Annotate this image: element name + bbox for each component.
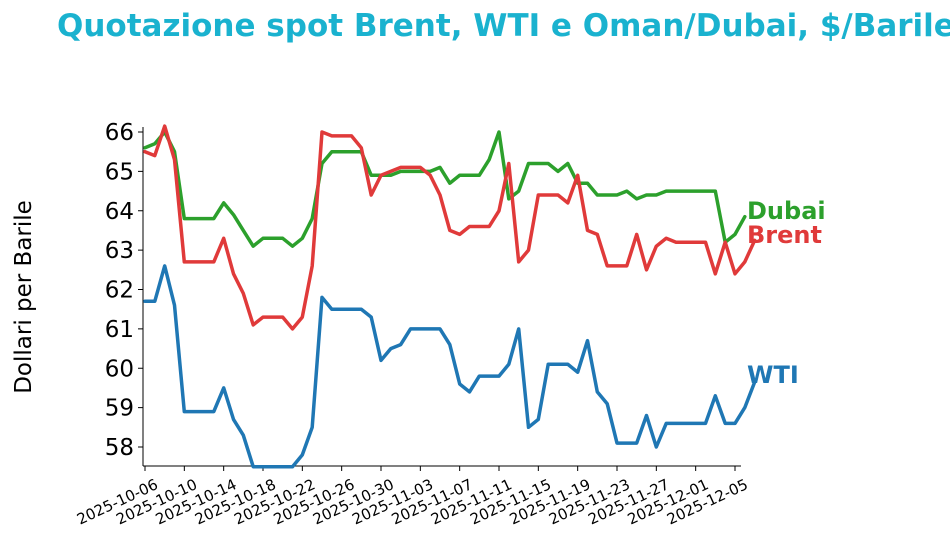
axes: 5859606162636465662025-10-062025-10-1020… bbox=[74, 120, 751, 528]
y-tick-label: 59 bbox=[105, 396, 134, 422]
y-axis-label: Dollari per Barile bbox=[11, 200, 37, 394]
series-lines bbox=[143, 124, 757, 469]
series-line-wti bbox=[143, 264, 757, 469]
series-label-wti: WTI bbox=[747, 361, 799, 389]
series-line-brent bbox=[143, 124, 757, 331]
series-label-brent: Brent bbox=[747, 221, 822, 249]
y-tick-label: 65 bbox=[105, 159, 134, 185]
series-label-dubai: Dubai bbox=[747, 197, 826, 225]
y-tick-label: 62 bbox=[105, 278, 134, 304]
chart-title: Quotazione spot Brent, WTI e Oman/Dubai,… bbox=[57, 8, 950, 44]
y-tick-label: 64 bbox=[105, 199, 134, 225]
y-tick-label: 61 bbox=[105, 317, 134, 343]
y-tick-label: 66 bbox=[105, 120, 134, 146]
y-tick-label: 58 bbox=[105, 435, 134, 461]
y-tick-label: 60 bbox=[105, 356, 134, 382]
y-tick-label: 63 bbox=[105, 238, 134, 264]
series-line-dubai bbox=[143, 130, 747, 248]
